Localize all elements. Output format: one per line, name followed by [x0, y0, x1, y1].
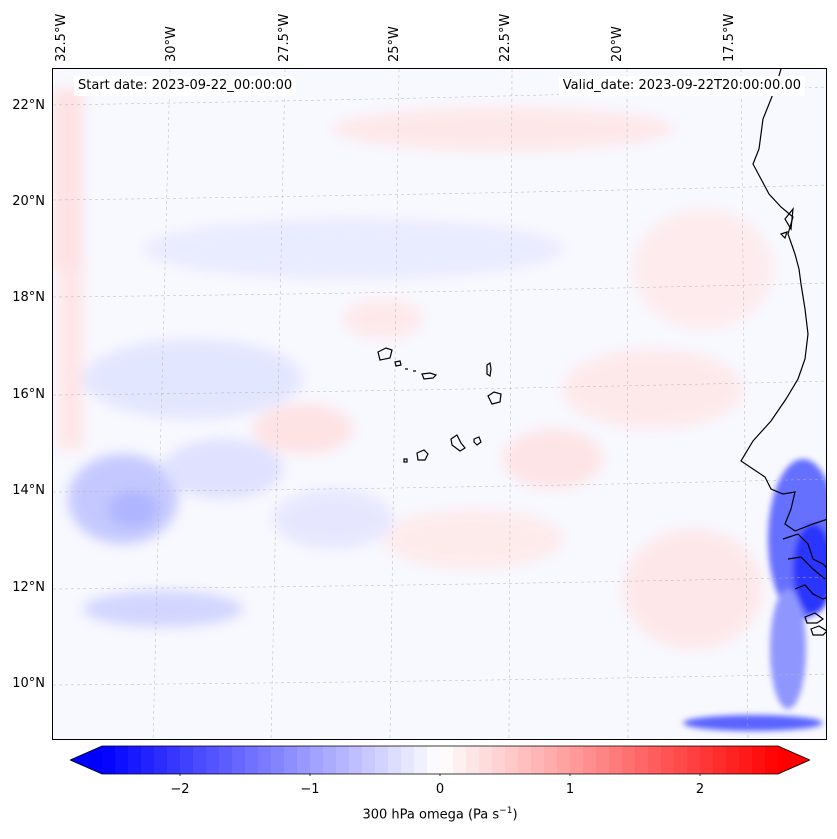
colorbar-tick-label: 0: [435, 782, 445, 797]
colorbar-segment: [388, 746, 402, 774]
colorbar-segment: [427, 746, 441, 774]
colorbar-segment: [128, 746, 142, 774]
colorbar-segment: [570, 746, 584, 774]
colorbar-segment: [583, 746, 597, 774]
colorbar-tick-label: 1: [565, 782, 575, 797]
colorbar-segment: [401, 746, 415, 774]
colorbar-segment: [375, 746, 389, 774]
colorbar-segment: [752, 746, 766, 774]
colorbar-segment: [518, 746, 532, 774]
colorbar-tick-label: −2: [170, 782, 190, 797]
omega-anomaly-field: [53, 89, 773, 649]
colorbar-segment: [349, 746, 363, 774]
colorbar-segment: [206, 746, 220, 774]
graticule: [53, 69, 826, 739]
colorbar-segments: [102, 746, 779, 774]
lat-tick-10n: 10°N: [12, 676, 45, 691]
colorbar-extend-high-arrow: [778, 746, 810, 774]
lat-tick-16n: 16°N: [12, 387, 45, 402]
cape-verde-islands: [377, 347, 502, 463]
colorbar-segment: [414, 746, 428, 774]
lon-tick-27-5w: 27.5°W: [277, 13, 292, 62]
colorbar-segment: [622, 746, 636, 774]
lon-tick-30w: 30°W: [164, 26, 179, 62]
colorbar-segment: [323, 746, 337, 774]
lat-tick-22n: 22°N: [12, 98, 45, 113]
lon-tick-20w: 20°W: [610, 26, 625, 62]
colorbar-segment: [765, 746, 779, 774]
omega-field-map: [53, 69, 826, 739]
colorbar-graphic: [69, 745, 811, 778]
colorbar-segment: [180, 746, 194, 774]
west-africa-coastline: [740, 69, 826, 636]
colorbar-segment: [102, 746, 116, 774]
colorbar-segment: [310, 746, 324, 774]
colorbar-segment: [492, 746, 506, 774]
colorbar-segment: [713, 746, 727, 774]
colorbar-segment: [193, 746, 207, 774]
colorbar-segment: [453, 746, 467, 774]
colorbar-label-exponent: −1: [499, 806, 513, 816]
colorbar-segment: [687, 746, 701, 774]
colorbar-segment: [141, 746, 155, 774]
colorbar-label-text: 300 hPa omega (Pa s: [362, 807, 500, 823]
colorbar-segment: [505, 746, 519, 774]
lon-tick-32-5w: 32.5°W: [54, 13, 69, 62]
colorbar-segment: [297, 746, 311, 774]
colorbar-segment: [544, 746, 558, 774]
colorbar-segment: [219, 746, 233, 774]
colorbar: [69, 744, 811, 778]
colorbar-segment: [739, 746, 753, 774]
colorbar-segment: [440, 746, 454, 774]
map-panel: [52, 68, 827, 740]
colorbar-segment: [466, 746, 480, 774]
colorbar-segment: [648, 746, 662, 774]
colorbar-segment: [479, 746, 493, 774]
colorbar-tick-label: −1: [300, 782, 320, 797]
lon-tick-22-5w: 22.5°W: [498, 13, 513, 62]
colorbar-segment: [635, 746, 649, 774]
lon-tick-25w: 25°W: [387, 26, 402, 62]
lat-tick-14n: 14°N: [12, 483, 45, 498]
lat-tick-18n: 18°N: [12, 290, 45, 305]
colorbar-segment: [661, 746, 675, 774]
lat-tick-12n: 12°N: [12, 580, 45, 595]
colorbar-segment: [115, 746, 129, 774]
colorbar-segment: [232, 746, 246, 774]
colorbar-segment: [726, 746, 740, 774]
colorbar-segment: [596, 746, 610, 774]
colorbar-segment: [245, 746, 259, 774]
colorbar-segment: [700, 746, 714, 774]
start-date-label: Start date: 2023-09-22_00:00:00: [74, 76, 297, 96]
colorbar-label: 300 hPa omega (Pa s−1): [362, 806, 517, 822]
colorbar-segment: [674, 746, 688, 774]
colorbar-segment: [609, 746, 623, 774]
strong-ascent-region: [683, 459, 826, 731]
colorbar-segment: [167, 746, 181, 774]
colorbar-extend-low-arrow: [70, 746, 102, 774]
colorbar-label-close: ): [512, 807, 518, 823]
colorbar-segment: [284, 746, 298, 774]
colorbar-segment: [531, 746, 545, 774]
colorbar-segment: [336, 746, 350, 774]
colorbar-segment: [557, 746, 571, 774]
colorbar-tick-label: 2: [695, 782, 705, 797]
colorbar-segment: [154, 746, 168, 774]
colorbar-segment: [271, 746, 285, 774]
colorbar-segment: [258, 746, 272, 774]
valid-date-label: Valid_date: 2023-09-22T20:00:00.00: [558, 76, 805, 96]
lat-tick-20n: 20°N: [12, 194, 45, 209]
lon-tick-17-5w: 17.5°W: [722, 13, 737, 62]
colorbar-segment: [362, 746, 376, 774]
